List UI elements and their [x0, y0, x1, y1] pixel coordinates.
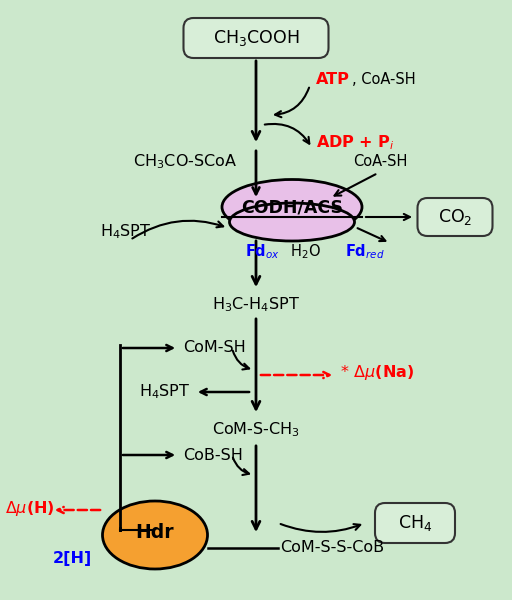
Text: H$_3$C-H$_4$SPT: H$_3$C-H$_4$SPT [212, 296, 300, 314]
Text: $*$ $\Delta\mu$(Na): $*$ $\Delta\mu$(Na) [340, 364, 414, 383]
Text: CoB-SH: CoB-SH [183, 448, 243, 463]
Text: CoA-SH: CoA-SH [353, 154, 407, 169]
Text: CODH/ACS: CODH/ACS [241, 198, 343, 216]
Text: H$_4$SPT: H$_4$SPT [139, 383, 190, 401]
Text: ATP: ATP [316, 73, 350, 88]
Text: 2[H]: 2[H] [52, 551, 92, 565]
Text: Fd$_{red}$: Fd$_{red}$ [345, 242, 385, 262]
Text: CH$_3$CO-SCoA: CH$_3$CO-SCoA [133, 152, 237, 172]
Ellipse shape [102, 501, 207, 569]
FancyBboxPatch shape [183, 18, 329, 58]
Text: CoM-S-S-CoB: CoM-S-S-CoB [280, 541, 384, 556]
Text: CH$_3$COOH: CH$_3$COOH [213, 28, 299, 48]
FancyBboxPatch shape [417, 198, 493, 236]
Text: CH$_4$: CH$_4$ [398, 513, 432, 533]
Text: H$_4$SPT: H$_4$SPT [100, 223, 152, 241]
Text: H$_2$O: H$_2$O [290, 242, 321, 262]
Ellipse shape [229, 203, 354, 241]
Ellipse shape [222, 179, 362, 235]
Text: ADP + P$_i$: ADP + P$_i$ [316, 134, 395, 152]
Text: CoM-S-CH$_3$: CoM-S-CH$_3$ [212, 421, 300, 439]
Text: CoM-SH: CoM-SH [183, 340, 246, 355]
Text: CO$_2$: CO$_2$ [438, 207, 472, 227]
Text: $\Delta\mu$(H): $\Delta\mu$(H) [5, 499, 55, 517]
Text: Fd$_{ox}$: Fd$_{ox}$ [245, 242, 280, 262]
FancyBboxPatch shape [375, 503, 455, 543]
Text: , CoA-SH: , CoA-SH [352, 73, 416, 88]
Text: Hdr: Hdr [136, 523, 174, 541]
